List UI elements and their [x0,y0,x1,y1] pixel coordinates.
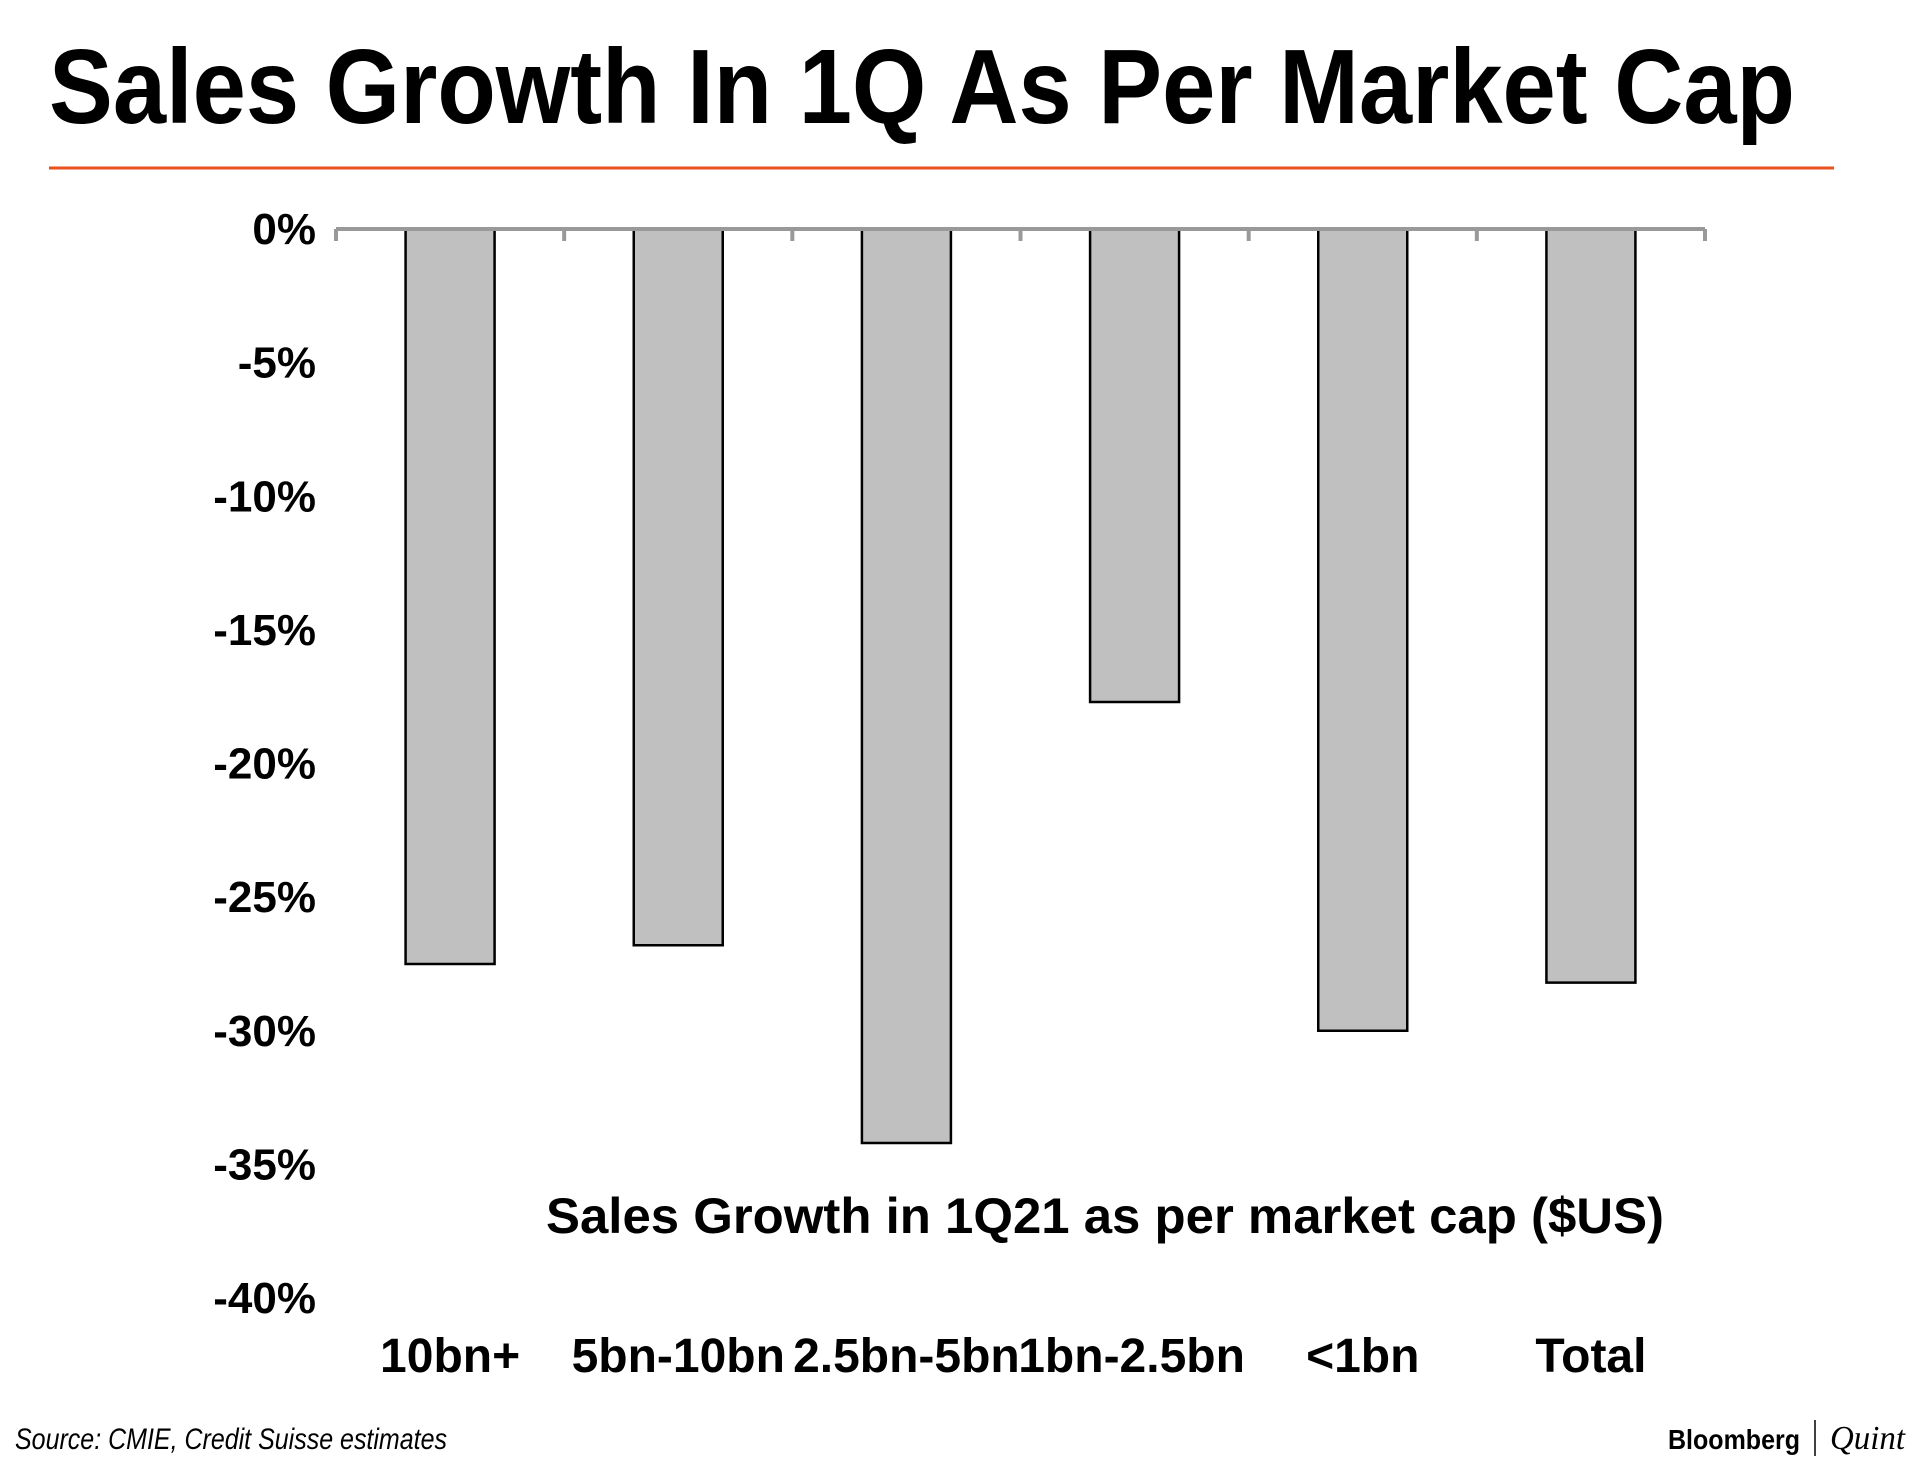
y-tick-label: 0% [252,205,316,254]
bar-outline [1088,229,1181,704]
y-tick-label: -40% [213,1274,316,1323]
y-tick-label: -25% [213,873,316,922]
x-tick-label: 1bn-2.5bn [1018,1330,1245,1383]
x-tick-label: 2.5bn-5bn [793,1330,1020,1383]
brand-quint: Quint [1830,1420,1906,1457]
bar [1318,229,1408,1031]
y-tick-label: -30% [213,1007,316,1056]
y-tick-label: -10% [213,472,316,521]
y-tick-label: -15% [213,606,316,655]
y-tick-label: -5% [238,339,316,388]
bar [1546,229,1636,983]
bar-outline [404,229,496,966]
bar-outline [860,229,953,1145]
bars [404,229,1637,1145]
brand-bloomberg: Bloomberg [1668,1424,1800,1455]
bar [633,229,723,946]
x-tick-label: 10bn+ [380,1330,520,1383]
x-axis-title: Sales Growth in 1Q21 as per market cap (… [546,1188,1664,1244]
bar [861,229,951,1143]
bar-outline [1317,229,1409,1032]
bar-outline [632,229,724,947]
bar-outline [1545,229,1637,984]
page-title: Sales Growth In 1Q As Per Market Cap [49,28,1795,146]
x-axis [334,227,1707,241]
x-tick-label: Total [1535,1330,1646,1383]
y-axis-labels: 0% -5% -10% -15% -20% -25% -30% -35% -40% [213,205,316,1323]
y-tick-label: -35% [213,1140,316,1189]
bar [1090,229,1180,703]
bar [405,229,495,964]
x-tick-label: <1bn [1306,1330,1419,1383]
y-tick-label: -20% [213,740,316,789]
x-tick-label: 5bn-10bn [572,1330,785,1383]
source-note: Source: CMIE, Credit Suisse estimates [15,1423,447,1456]
